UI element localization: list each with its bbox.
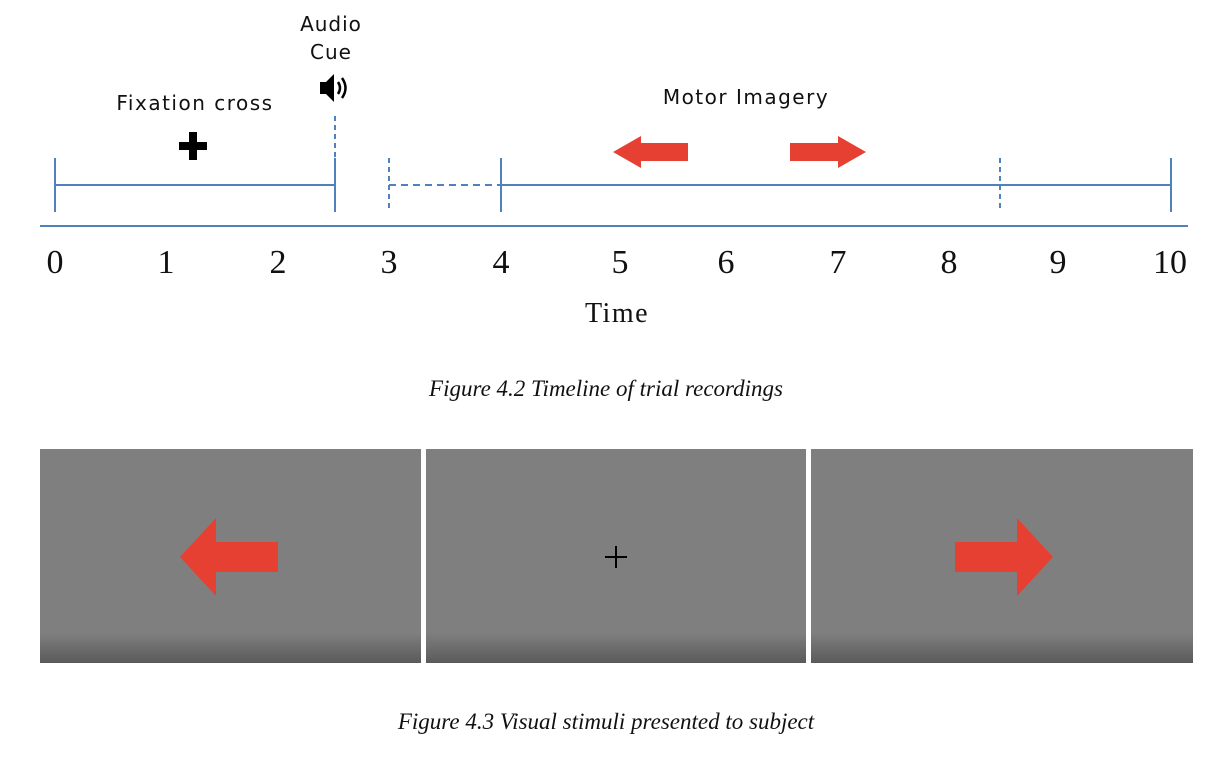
tick-label: 3 [381,244,398,281]
fixation-cross-label: Fixation cross [116,91,273,115]
right-arrow-icon [955,518,1053,596]
tick-label: 10 [1153,244,1187,281]
plus-icon [605,546,627,568]
tick-label: 5 [612,244,629,281]
audio-cue-label-line2: Cue [310,40,352,64]
speaker-icon [320,74,347,102]
tick-label: 4 [493,244,510,281]
audio-cue-label-line1: Audio [300,12,362,36]
tick-label: 7 [830,244,847,281]
figure-caption-timeline: Figure 4.2 Timeline of trial recordings [429,376,783,401]
left-arrow-icon [180,518,278,596]
tick-label: 2 [270,244,287,281]
tick-label: 0 [47,244,64,281]
tick-label: 1 [158,244,175,281]
tick-label: 6 [718,244,735,281]
axis-title: Time [585,298,649,329]
tick-label: 8 [941,244,958,281]
tick-labels: 0 1 2 3 4 5 6 7 8 9 10 [47,244,1188,281]
fixation-cross-stimulus-panel [426,449,806,663]
right-arrow-icon [790,136,866,168]
left-arrow-icon [613,136,688,168]
plus-icon [179,132,207,160]
tick-label: 9 [1050,244,1067,281]
figure-caption-stimuli: Figure 4.3 Visual stimuli presented to s… [397,709,815,734]
timeline-diagram: Audio Cue Fixation cross Motor Imagery 0… [40,12,1188,329]
left-arrow-stimulus-panel [40,449,421,663]
right-arrow-stimulus-panel [811,449,1193,663]
timeline-segments [54,116,1172,212]
motor-imagery-label: Motor Imagery [663,85,829,109]
